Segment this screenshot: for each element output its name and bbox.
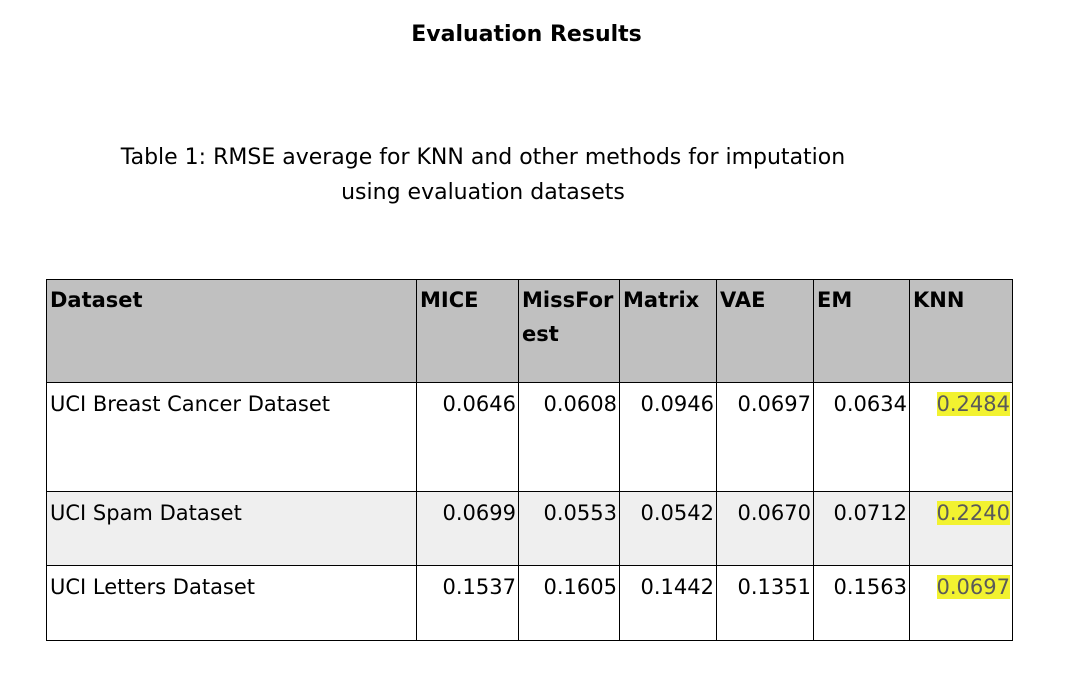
cell-missforest: 0.0608 — [518, 382, 620, 492]
cell-knn: 0.2484 — [909, 382, 1013, 492]
header-dataset: Dataset — [46, 279, 417, 383]
cell-vae: 0.0697 — [716, 382, 814, 492]
header-em: EM — [813, 279, 910, 383]
cell-dataset: UCI Spam Dataset — [46, 491, 417, 566]
knn-highlight: 0.2484 — [936, 392, 1010, 416]
results-table: Dataset MICE MissForest Matrix VAE EM KN… — [46, 279, 1013, 641]
table-row: UCI Spam Dataset 0.0699 0.0553 0.0542 0.… — [46, 491, 1013, 566]
knn-highlight: 0.0697 — [936, 575, 1010, 599]
cell-vae: 0.0670 — [716, 491, 814, 566]
cell-matrix: 0.0542 — [619, 491, 717, 566]
table-caption-line-1: Table 1: RMSE average for KNN and other … — [120, 145, 846, 170]
cell-matrix: 0.0946 — [619, 382, 717, 492]
table-row: UCI Letters Dataset 0.1537 0.1605 0.1442… — [46, 565, 1013, 641]
cell-mice: 0.1537 — [416, 565, 519, 641]
cell-dataset: UCI Breast Cancer Dataset — [46, 382, 417, 492]
cell-matrix: 0.1442 — [619, 565, 717, 641]
cell-em: 0.0634 — [813, 382, 910, 492]
cell-dataset: UCI Letters Dataset — [46, 565, 417, 641]
cell-mice: 0.0699 — [416, 491, 519, 566]
cell-missforest: 0.0553 — [518, 491, 620, 566]
page-title: Evaluation Results — [411, 22, 642, 47]
table-header-row: Dataset MICE MissForest Matrix VAE EM KN… — [46, 279, 1013, 383]
header-knn: KNN — [909, 279, 1013, 383]
header-vae: VAE — [716, 279, 814, 383]
cell-vae: 0.1351 — [716, 565, 814, 641]
cell-knn: 0.0697 — [909, 565, 1013, 641]
header-missforest: MissForest — [518, 279, 620, 383]
knn-highlight: 0.2240 — [936, 501, 1010, 525]
cell-missforest: 0.1605 — [518, 565, 620, 641]
table-caption-line-2: using evaluation datasets — [341, 180, 625, 205]
cell-knn: 0.2240 — [909, 491, 1013, 566]
table-row: UCI Breast Cancer Dataset 0.0646 0.0608 … — [46, 382, 1013, 492]
header-mice: MICE — [416, 279, 519, 383]
cell-em: 0.0712 — [813, 491, 910, 566]
header-matrix: Matrix — [619, 279, 717, 383]
cell-em: 0.1563 — [813, 565, 910, 641]
cell-mice: 0.0646 — [416, 382, 519, 492]
